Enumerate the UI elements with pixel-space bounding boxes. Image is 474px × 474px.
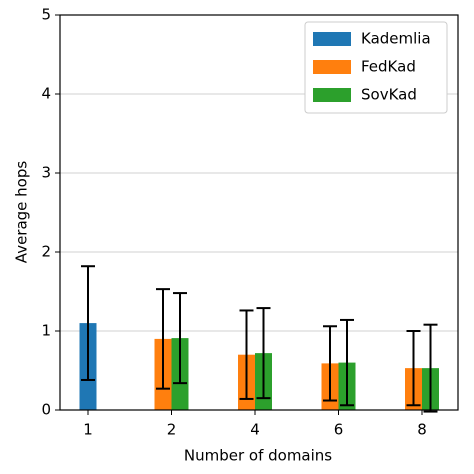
x-tick-label: 2 bbox=[167, 421, 177, 439]
error-bar bbox=[81, 265, 95, 381]
error-bar bbox=[406, 330, 421, 407]
y-tick-label: 0 bbox=[41, 401, 51, 419]
error-bar bbox=[423, 323, 438, 413]
y-tick-label: 3 bbox=[41, 164, 51, 182]
error-bar bbox=[173, 292, 187, 385]
legend-swatch bbox=[313, 88, 351, 102]
y-axis-label: Average hops bbox=[13, 161, 31, 264]
error-bar bbox=[256, 307, 271, 400]
y-tick-label: 5 bbox=[41, 6, 51, 24]
legend-label: Kademlia bbox=[361, 30, 431, 48]
legend-label: SovKad bbox=[361, 86, 417, 104]
x-tick-label: 1 bbox=[83, 421, 93, 439]
y-tick-label: 1 bbox=[41, 322, 51, 340]
x-axis-label: Number of domains bbox=[184, 447, 332, 465]
legend-label: FedKad bbox=[361, 58, 416, 76]
legend-swatch bbox=[313, 32, 351, 46]
error-bar bbox=[340, 318, 354, 407]
plot-frame bbox=[59, 14, 459, 411]
x-tick-label: 4 bbox=[250, 421, 260, 439]
error-bar bbox=[323, 325, 337, 402]
error-bar bbox=[156, 288, 170, 390]
x-tick-label: 6 bbox=[334, 421, 344, 439]
y-tick-label: 4 bbox=[41, 85, 51, 103]
y-tick-label: 2 bbox=[41, 243, 51, 261]
legend-swatch bbox=[313, 60, 351, 74]
error-bar bbox=[239, 309, 254, 400]
x-tick-label: 8 bbox=[417, 421, 427, 439]
